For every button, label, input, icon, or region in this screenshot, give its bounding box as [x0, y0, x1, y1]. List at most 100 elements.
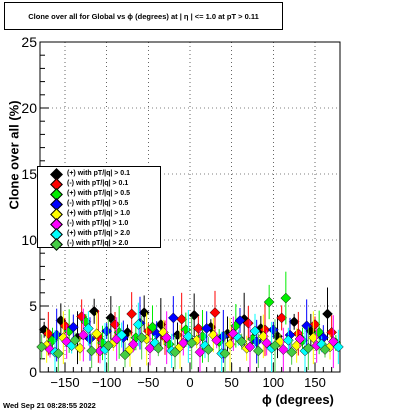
data-point — [126, 308, 138, 320]
legend-label: (+) with pT/|q| > 2.0 — [67, 230, 131, 237]
data-point — [194, 346, 206, 358]
data-point — [138, 307, 150, 318]
x-tick-label: 100 — [262, 375, 284, 390]
data-point — [251, 336, 263, 347]
data-point — [288, 316, 300, 328]
data-point — [322, 308, 333, 320]
data-point — [101, 325, 113, 337]
data-point — [309, 319, 321, 330]
legend-item: (-) with pT/|q| > 0.5 — [38, 198, 160, 211]
data-point — [277, 344, 289, 355]
data-point — [177, 337, 189, 349]
data-point — [301, 320, 313, 332]
data-point — [263, 296, 275, 308]
data-point — [326, 327, 338, 338]
x-tick-label: −150 — [50, 375, 79, 390]
data-point — [192, 323, 204, 334]
datestamp: Wed Sep 21 08:28:55 2022 — [3, 401, 96, 410]
data-point — [282, 334, 294, 346]
data-point — [176, 313, 188, 325]
data-point — [69, 334, 81, 346]
data-point — [332, 341, 344, 353]
y-tick-label: 5 — [29, 298, 37, 314]
data-point — [249, 325, 261, 337]
data-point — [172, 329, 183, 341]
chart-title: Clone over all for Global vs ϕ (degrees)… — [28, 12, 259, 21]
data-point — [202, 344, 214, 355]
x-tick-label: 150 — [304, 375, 326, 390]
data-point — [86, 345, 98, 357]
data-point — [209, 307, 221, 318]
data-point — [152, 342, 164, 354]
legend-label: (+) with pT/|q| > 0.5 — [67, 190, 131, 197]
data-point — [155, 319, 167, 330]
legend-item: (+) with pT/|q| > 0.5 — [38, 188, 160, 201]
legend: (+) with pT/|q| > 0.1 (-) with pT/|q| > 0… — [37, 166, 161, 251]
y-tick-label: 20 — [21, 100, 37, 116]
data-point — [244, 341, 256, 353]
legend-item: (+) with pT/|q| > 1.0 — [38, 208, 160, 221]
data-point — [167, 312, 179, 324]
data-point — [188, 309, 200, 321]
data-point — [169, 346, 181, 358]
x-tick-label: 0 — [186, 375, 193, 390]
x-tick-label: 50 — [224, 375, 238, 390]
legend-item: (-) with pT/|q| > 0.1 — [38, 178, 160, 191]
data-point — [116, 329, 128, 341]
data-point — [236, 336, 248, 347]
legend-label: (-) with pT/|q| > 1.0 — [67, 220, 129, 227]
data-point — [82, 323, 94, 334]
y-tick-label: 25 — [21, 34, 37, 50]
y-tick-label: 15 — [21, 166, 37, 182]
data-point — [267, 324, 279, 336]
legend-label: (+) with pT/|q| > 0.1 — [67, 170, 131, 177]
data-point — [302, 342, 314, 354]
legend-item: (+) with pT/|q| > 2.0 — [38, 228, 160, 241]
title-box: Clone over all for Global vs ϕ (degrees)… — [4, 2, 283, 30]
data-point — [119, 349, 131, 361]
data-point — [252, 345, 264, 357]
legend-item: (+) with pT/|q| > 0.1 — [38, 168, 160, 181]
legend-label: (-) with pT/|q| > 2.0 — [67, 240, 129, 247]
y-tick-label: 10 — [21, 232, 37, 248]
data-point — [42, 328, 54, 340]
data-point — [276, 312, 288, 324]
data-point — [186, 337, 198, 349]
data-point — [88, 305, 100, 317]
y-axis-label: Clone over all (%) — [4, 100, 24, 210]
data-point — [52, 348, 64, 359]
x-tick-label: −50 — [137, 375, 159, 390]
data-point — [109, 319, 121, 330]
legend-label: (+) with pT/|q| > 1.0 — [67, 210, 131, 217]
data-point — [217, 331, 229, 342]
data-point — [36, 341, 48, 353]
legend-label: (-) with pT/|q| > 0.5 — [67, 200, 129, 207]
data-point — [127, 338, 139, 350]
y-tick-label: 0 — [29, 364, 37, 380]
data-point — [136, 332, 148, 344]
legend-item: (-) with pT/|q| > 1.0 — [38, 218, 160, 231]
data-point — [84, 333, 96, 345]
x-tick-label: −100 — [92, 375, 121, 390]
legend-marker-icon — [50, 238, 63, 251]
data-point — [91, 328, 103, 340]
data-point — [161, 332, 173, 344]
y-axis-label-text: Clone over all (%) — [6, 100, 22, 210]
data-point — [211, 334, 223, 346]
data-point — [102, 340, 114, 351]
x-axis-label: ϕ (degrees) — [262, 392, 334, 407]
data-point — [201, 323, 213, 334]
data-point — [67, 321, 79, 333]
data-point — [77, 329, 89, 341]
legend-item: (-) with pT/|q| > 2.0 — [38, 238, 160, 251]
data-point — [319, 344, 331, 355]
data-point — [269, 340, 281, 351]
data-point — [242, 317, 254, 329]
data-point — [286, 346, 298, 358]
legend-label: (-) with pT/|q| > 0.1 — [67, 180, 129, 187]
data-point — [147, 321, 158, 333]
data-point — [219, 348, 231, 359]
data-point — [294, 333, 306, 345]
data-point — [234, 315, 246, 326]
